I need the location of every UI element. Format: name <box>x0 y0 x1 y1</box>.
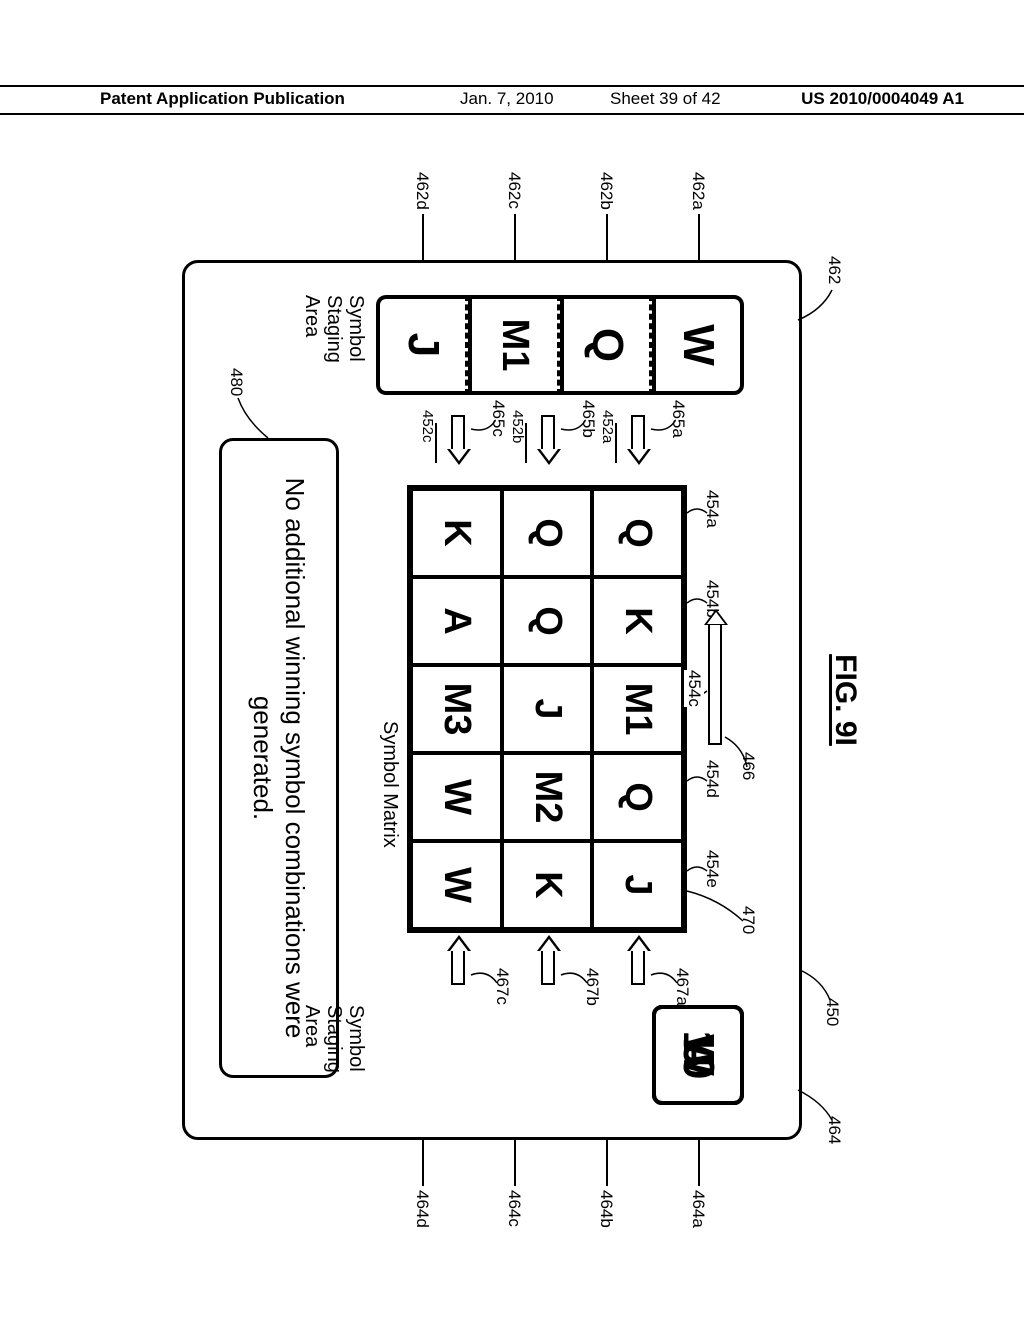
direction-arrow-icon <box>705 609 727 743</box>
ref-467a: 467a <box>672 968 692 1006</box>
matrix-cell-2-4: W <box>411 841 502 929</box>
ref-450: 450 <box>822 998 842 1026</box>
header-sheet: Sheet 39 of 42 <box>610 89 721 109</box>
ref-462c: 462c <box>504 172 524 209</box>
matrix-cell-2-3: W <box>411 753 502 841</box>
matrix-cell-1-2: J <box>502 665 593 753</box>
ref-464a: 464a <box>688 1190 708 1228</box>
ref-465c: 465c <box>488 400 508 437</box>
ref-466: 466 <box>738 752 758 780</box>
ref-465b: 465b <box>578 400 598 438</box>
ref-464: 464 <box>824 1116 844 1144</box>
matrix-cell-1-1: Q <box>502 577 593 665</box>
left-stage-cell-0: W <box>652 295 744 395</box>
leader-line <box>423 214 425 262</box>
matrix-cell-1-4: K <box>502 841 593 929</box>
matrix-cell-1-0: Q <box>502 489 593 577</box>
ref-454a: 454a <box>702 490 722 528</box>
ref-452c: 452c <box>419 410 436 443</box>
ref-467c: 467c <box>492 968 512 1005</box>
ref-467b: 467b <box>582 968 602 1006</box>
ref-462d: 462d <box>412 172 432 210</box>
page: Patent Application Publication Jan. 7, 2… <box>0 0 1024 1320</box>
leader-line <box>699 214 701 262</box>
left-stage-cell-3: J <box>376 295 468 395</box>
matrix-cell-2-0: K <box>411 489 502 577</box>
header-pubnum: US 2010/0004049 A1 <box>801 89 964 109</box>
left-stage-cell-2: M1 <box>468 295 560 395</box>
arrow-left-icon <box>538 935 560 985</box>
leader-line <box>238 398 268 438</box>
leader-line <box>515 214 517 262</box>
leader-line <box>699 1138 701 1186</box>
matrix-label: Symbol Matrix <box>378 721 401 848</box>
arrow-left-icon <box>448 935 470 985</box>
header-publication-label: Patent Application Publication <box>100 89 345 109</box>
leader-line <box>607 1138 609 1186</box>
matrix-cell-0-0: Q <box>592 489 683 577</box>
ref-462b: 462b <box>596 172 616 210</box>
ref-464c: 464c <box>504 1190 524 1227</box>
left-staging-label: Symbol Staging Area <box>301 295 367 395</box>
arrow-right-icon <box>628 415 650 465</box>
leader-line <box>687 891 743 921</box>
ref-480: 480 <box>226 368 246 396</box>
matrix-cell-2-1: A <box>411 577 502 665</box>
ref-454d: 454d <box>702 760 722 798</box>
symbol-matrix: Q K M1 Q J Q Q J M2 K K A M3 W W <box>407 485 687 933</box>
message-text: No additional winning symbol combination… <box>247 471 311 1045</box>
display-outline: W Q M1 J Symbol Staging Area 10 J A W <box>182 260 802 1140</box>
matrix-cell-0-3: Q <box>592 753 683 841</box>
page-header: Patent Application Publication Jan. 7, 2… <box>0 85 1024 115</box>
header-date: Jan. 7, 2010 <box>460 89 554 109</box>
ref-452a: 452a <box>599 410 616 443</box>
ref-454e: 454e <box>702 850 722 888</box>
figure-title: FIG. 9I <box>828 654 862 746</box>
leader-line <box>607 214 609 262</box>
ref-464b: 464b <box>596 1190 616 1228</box>
matrix-cell-0-4: J <box>592 841 683 929</box>
matrix-cell-0-1: K <box>592 577 683 665</box>
leader-line <box>423 1138 425 1186</box>
matrix-cell-2-2: M3 <box>411 665 502 753</box>
ref-465a: 465a <box>668 400 688 438</box>
ref-452b: 452b <box>509 410 526 443</box>
arrow-right-icon <box>448 415 470 465</box>
matrix-cell-0-2: M1 <box>592 665 683 753</box>
message-box: No additional winning symbol combination… <box>219 438 339 1078</box>
ref-462: 462 <box>824 256 844 284</box>
ref-464d: 464d <box>412 1190 432 1228</box>
ref-470: 470 <box>738 906 758 934</box>
figure-rotated-wrapper: FIG. 9I W Q M1 J Symbol Staging Area 10 <box>172 250 852 1150</box>
leader-line <box>798 290 832 324</box>
arrow-left-icon <box>628 935 650 985</box>
ref-454c: 454c <box>684 670 704 707</box>
matrix-cell-1-3: M2 <box>502 753 593 841</box>
right-stage-cell-3: W <box>652 1005 744 1105</box>
arrow-right-icon <box>538 415 560 465</box>
leader-line <box>515 1138 517 1186</box>
figure-9i: FIG. 9I W Q M1 J Symbol Staging Area 10 <box>172 250 852 1150</box>
left-stage-cell-1: Q <box>560 295 652 395</box>
ref-462a: 462a <box>688 172 708 210</box>
